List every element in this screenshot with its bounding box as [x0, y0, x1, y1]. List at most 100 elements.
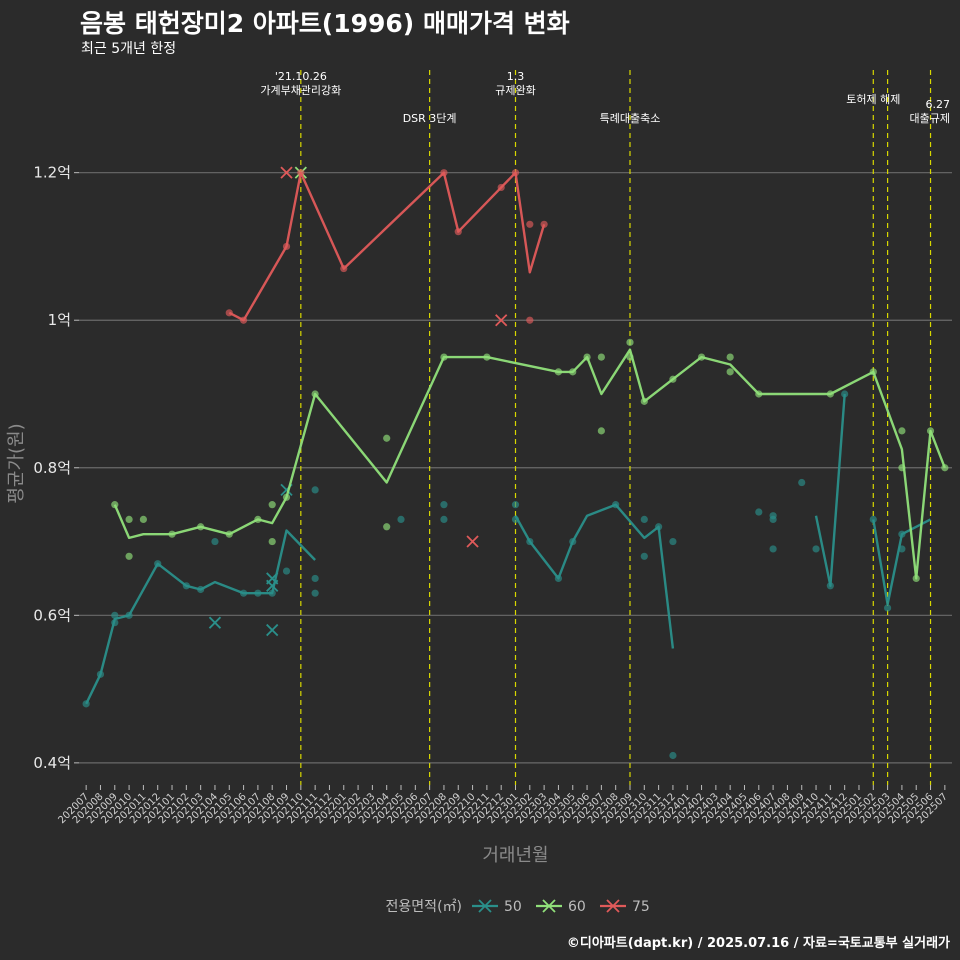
cancelled-deal-marker	[466, 535, 479, 548]
data-point	[540, 220, 548, 228]
event-label: DSR 3단계	[403, 112, 457, 125]
cancelled-deal-marker	[495, 314, 508, 327]
legend-label: 60	[568, 899, 586, 915]
data-point	[111, 501, 119, 509]
cancelled-deal-marker	[266, 579, 279, 592]
data-point	[239, 589, 248, 597]
data-point	[282, 493, 291, 501]
data-point	[798, 478, 806, 487]
data-point	[383, 434, 391, 442]
data-point	[225, 530, 233, 538]
data-point	[111, 619, 119, 627]
data-point	[154, 560, 162, 568]
data-point	[311, 574, 319, 583]
event-label: 1.3	[507, 70, 525, 83]
event-label: 가계부채관리강화	[260, 84, 341, 97]
source-credit: ©디아파트(dapt.kr) / 2025.07.16 / 자료=국토교통부 실…	[566, 936, 950, 951]
legend: 전용면적(㎡) 50 60 75	[386, 899, 650, 915]
data-point	[440, 501, 448, 509]
event-label: 특례대출축소	[600, 112, 661, 125]
data-point	[225, 309, 233, 317]
data-point	[268, 537, 276, 546]
data-point	[597, 427, 605, 435]
legend-label: 75	[632, 899, 650, 915]
data-point	[898, 427, 906, 435]
data-point	[626, 338, 634, 346]
data-point	[640, 515, 648, 524]
data-point	[440, 353, 448, 361]
y-axis-title: 평균가(원)	[6, 423, 27, 503]
event-label: 대출규제	[910, 112, 950, 125]
data-point	[96, 670, 105, 678]
series-75	[225, 166, 548, 548]
series-line	[85, 529, 316, 705]
legend-label: 50	[504, 899, 522, 915]
data-point	[669, 751, 677, 760]
series-line	[514, 503, 675, 649]
legend-key-cross	[606, 899, 620, 913]
data-point	[511, 501, 520, 509]
data-point	[912, 574, 920, 583]
data-point	[168, 530, 176, 538]
data-point	[254, 589, 262, 597]
data-point	[511, 169, 520, 177]
data-point	[612, 501, 620, 509]
data-point	[311, 390, 319, 398]
data-point	[755, 390, 763, 398]
data-point	[869, 368, 877, 376]
data-point	[826, 390, 834, 398]
data-point	[111, 611, 119, 619]
data-point	[526, 220, 534, 228]
y-tick-label: 0.8억	[33, 459, 71, 477]
data-point	[182, 582, 190, 590]
series-50	[82, 390, 932, 760]
data-point	[297, 169, 305, 177]
data-point	[282, 567, 291, 575]
data-point	[454, 228, 462, 236]
event-label: '21.10.26	[275, 70, 327, 83]
data-point	[526, 537, 534, 546]
data-point	[197, 585, 205, 594]
data-point	[640, 552, 648, 560]
data-point	[211, 537, 219, 546]
data-point	[869, 515, 877, 524]
data-point	[440, 169, 448, 177]
data-point	[440, 515, 448, 524]
data-point	[898, 530, 906, 538]
data-point	[726, 368, 734, 376]
data-point	[511, 515, 520, 524]
data-point	[569, 368, 577, 376]
data-point	[697, 353, 706, 361]
data-point	[497, 183, 505, 192]
data-point	[239, 316, 248, 324]
chart-subtitle: 최근 5개년 한정	[81, 41, 177, 57]
data-point	[655, 523, 663, 531]
data-point	[597, 353, 605, 361]
data-point	[340, 264, 348, 273]
event-label: 규제완화	[495, 84, 535, 97]
data-point	[139, 515, 148, 524]
series-line	[872, 518, 932, 606]
chart-title: 음봉 태헌장미2 아파트(1996) 매매가격 변화	[80, 9, 570, 38]
data-point	[755, 508, 763, 516]
legend-key-cross	[542, 899, 556, 913]
cancelled-deal-marker	[266, 623, 279, 637]
event-label: 6.27	[926, 98, 951, 111]
data-point	[268, 589, 276, 597]
data-point	[941, 464, 949, 472]
data-point	[669, 375, 677, 383]
data-point	[197, 523, 205, 531]
series-layer	[82, 166, 949, 760]
data-point	[669, 537, 677, 546]
data-point	[640, 397, 648, 405]
data-point	[526, 316, 534, 324]
data-point	[311, 486, 319, 494]
data-point	[554, 368, 563, 376]
y-tick-label: 1.2억	[33, 164, 71, 182]
cancelled-deal-marker	[208, 616, 222, 629]
data-point	[841, 390, 849, 398]
event-label: 토허제 해제	[846, 92, 900, 106]
y-tick-label: 1억	[48, 311, 71, 329]
